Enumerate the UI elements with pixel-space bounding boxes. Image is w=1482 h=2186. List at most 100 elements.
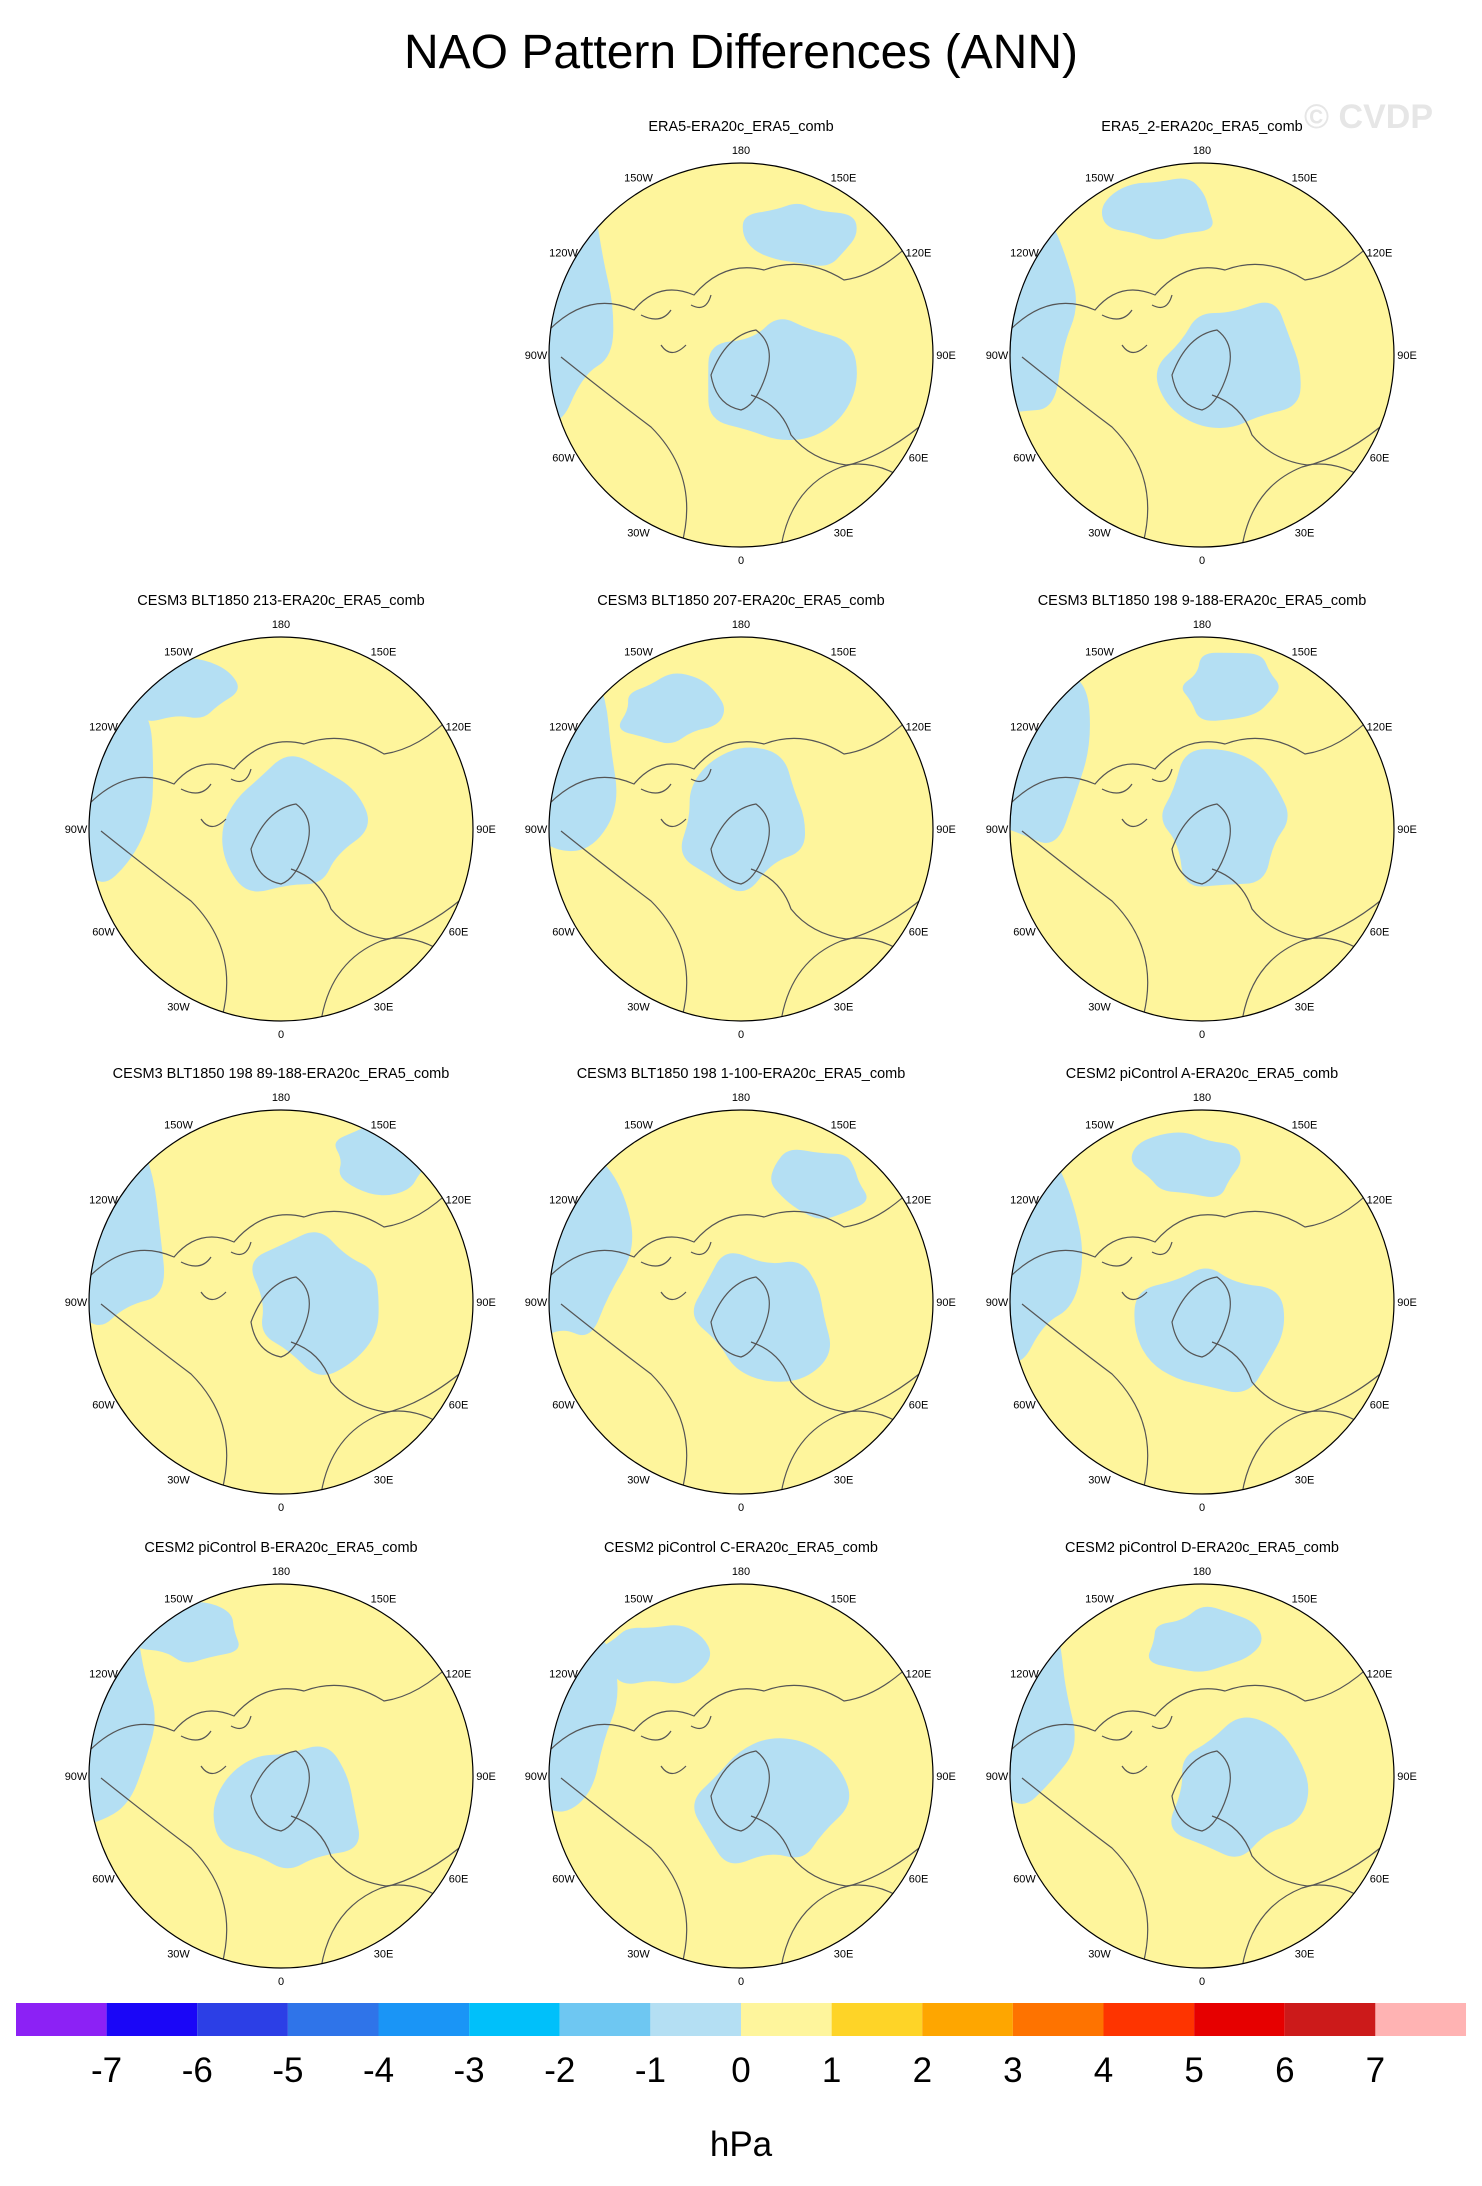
coastline (1171, 329, 1231, 411)
panel-title: CESM2 piControl A-ERA20c_ERA5_comb (1066, 1066, 1338, 1082)
map-border (88, 1583, 474, 1969)
longitude-label: 150W (624, 1120, 653, 1132)
coastline (1101, 1715, 1173, 1775)
coastline (710, 329, 770, 411)
coastline (1101, 1241, 1173, 1301)
longitude-label: 60E (1370, 927, 1390, 939)
longitude-label: 180 (1193, 145, 1211, 157)
longitude-label: 180 (732, 619, 750, 631)
longitude-label: 90W (986, 824, 1009, 836)
longitude-label: 30E (834, 1949, 854, 1961)
coastline (1171, 803, 1231, 885)
colorbar-swatch (378, 2003, 470, 2036)
coastline (100, 1777, 228, 1968)
colorbar-tick-label: -7 (91, 2051, 122, 2090)
longitude-label: 150E (1292, 1120, 1318, 1132)
colorbar-swatch (1012, 2003, 1104, 2036)
coastline (1211, 1815, 1368, 1902)
longitude-label: 60E (449, 1400, 469, 1412)
longitude-label: 180 (1193, 1092, 1211, 1104)
longitude-label: 60E (449, 927, 469, 939)
panel-title: CESM2 piControl C-ERA20c_ERA5_comb (604, 1540, 878, 1556)
colorbar-swatch (1103, 2003, 1195, 2036)
colorbar-swatch (197, 2003, 288, 2036)
map-panel: ERA5-ERA20c_ERA5_comb 180 150E 120E 90E 60E 30… (525, 119, 956, 567)
longitude-label: 60W (552, 1400, 575, 1412)
longitude-label: 120E (1367, 1669, 1393, 1681)
coastline (290, 1815, 447, 1902)
colorbar-swatch (287, 2003, 379, 2036)
longitude-label: 150E (371, 647, 397, 659)
colorbar-swatch (559, 2003, 651, 2036)
coastline (640, 294, 712, 354)
longitude-label: 150W (1085, 1594, 1114, 1606)
longitude-label: 150E (831, 173, 857, 185)
negative-anomaly-region (693, 1253, 831, 1382)
coastline (780, 1837, 932, 1968)
negative-anomaly-region (1101, 178, 1213, 240)
longitude-label: 0 (1199, 1976, 1205, 1988)
longitude-label: 60E (909, 453, 929, 465)
longitude-label: 30W (1088, 1949, 1111, 1961)
longitude-label: 60W (1013, 1874, 1036, 1886)
map-panel: CESM3 BLT1850 207-ERA20c_ERA5_comb 180 150… (525, 593, 956, 1041)
figure-title: NAO Pattern Differences (ANN) (404, 26, 1078, 79)
coastline (560, 1303, 688, 1494)
coastlines (89, 688, 473, 1021)
longitude-label: 60E (449, 1874, 469, 1886)
coastline (710, 803, 770, 885)
longitude-label: 180 (1193, 619, 1211, 631)
coastline (1241, 416, 1393, 547)
longitude-label: 60W (92, 927, 115, 939)
longitude-label: 120W (89, 722, 118, 734)
longitude-label: 60W (552, 453, 575, 465)
longitude-label: 30E (834, 1002, 854, 1014)
panel-title: ERA5-ERA20c_ERA5_comb (648, 119, 833, 135)
longitude-label: 30E (1295, 1002, 1315, 1014)
longitude-label: 120E (906, 1195, 932, 1207)
negative-anomaly-region (549, 192, 614, 421)
longitude-label: 60W (1013, 453, 1036, 465)
map-panel: CESM3 BLT1850 198 89-188-ERA20c_ERA5_com… (65, 1066, 496, 1514)
coastline (750, 868, 907, 955)
longitude-label: 30W (627, 1949, 650, 1961)
coastlines (549, 214, 933, 547)
map-panel: CESM2 piControl C-ERA20c_ERA5_comb 180 150… (525, 1540, 956, 1988)
watermark: © CVDP (1304, 98, 1433, 136)
map-panel: ERA5_2-ERA20c_ERA5_comb 180 150E 120E 90E 60E… (986, 119, 1417, 567)
longitude-label: 90E (936, 824, 956, 836)
longitude-label: 30W (167, 1002, 190, 1014)
coastline (180, 1715, 252, 1775)
longitude-label: 150E (1292, 647, 1318, 659)
coastline (290, 1341, 447, 1428)
negative-anomaly-region (549, 646, 617, 852)
longitude-label: 120E (1367, 1195, 1393, 1207)
panel-title: CESM3 BLT1850 198 1-100-ERA20c_ERA5_comb (577, 1066, 906, 1082)
coastline (560, 830, 688, 1021)
longitude-label: 120W (1010, 722, 1039, 734)
panel-title: CESM3 BLT1850 198 89-188-ERA20c_ERA5_com… (113, 1066, 450, 1082)
longitude-label: 60E (909, 1874, 929, 1886)
longitude-label: 90W (525, 1297, 548, 1309)
coastline (180, 768, 252, 828)
coastlines (89, 1161, 473, 1494)
longitude-label: 120E (906, 1669, 932, 1681)
longitude-label: 0 (278, 1976, 284, 1988)
colorbar-swatch (922, 2003, 1013, 2036)
panel-title: CESM3 BLT1850 213-ERA20c_ERA5_comb (137, 593, 424, 609)
longitude-label: 60E (909, 927, 929, 939)
negative-anomaly-region (742, 203, 857, 266)
negative-anomaly-region (1010, 1140, 1083, 1362)
longitude-label: 90E (936, 350, 956, 362)
colorbar-tick-label: 6 (1275, 2051, 1294, 2090)
longitude-label: 60W (552, 1874, 575, 1886)
colorbar-tick-label: 1 (822, 2051, 841, 2090)
coastline (750, 1815, 907, 1902)
longitude-label: 120W (1010, 1195, 1039, 1207)
longitude-label: 120E (906, 722, 932, 734)
longitude-label: 180 (272, 1566, 290, 1578)
colorbar-swatch (831, 2003, 923, 2036)
longitude-label: 150W (624, 647, 653, 659)
longitude-label: 30E (1295, 1949, 1315, 1961)
